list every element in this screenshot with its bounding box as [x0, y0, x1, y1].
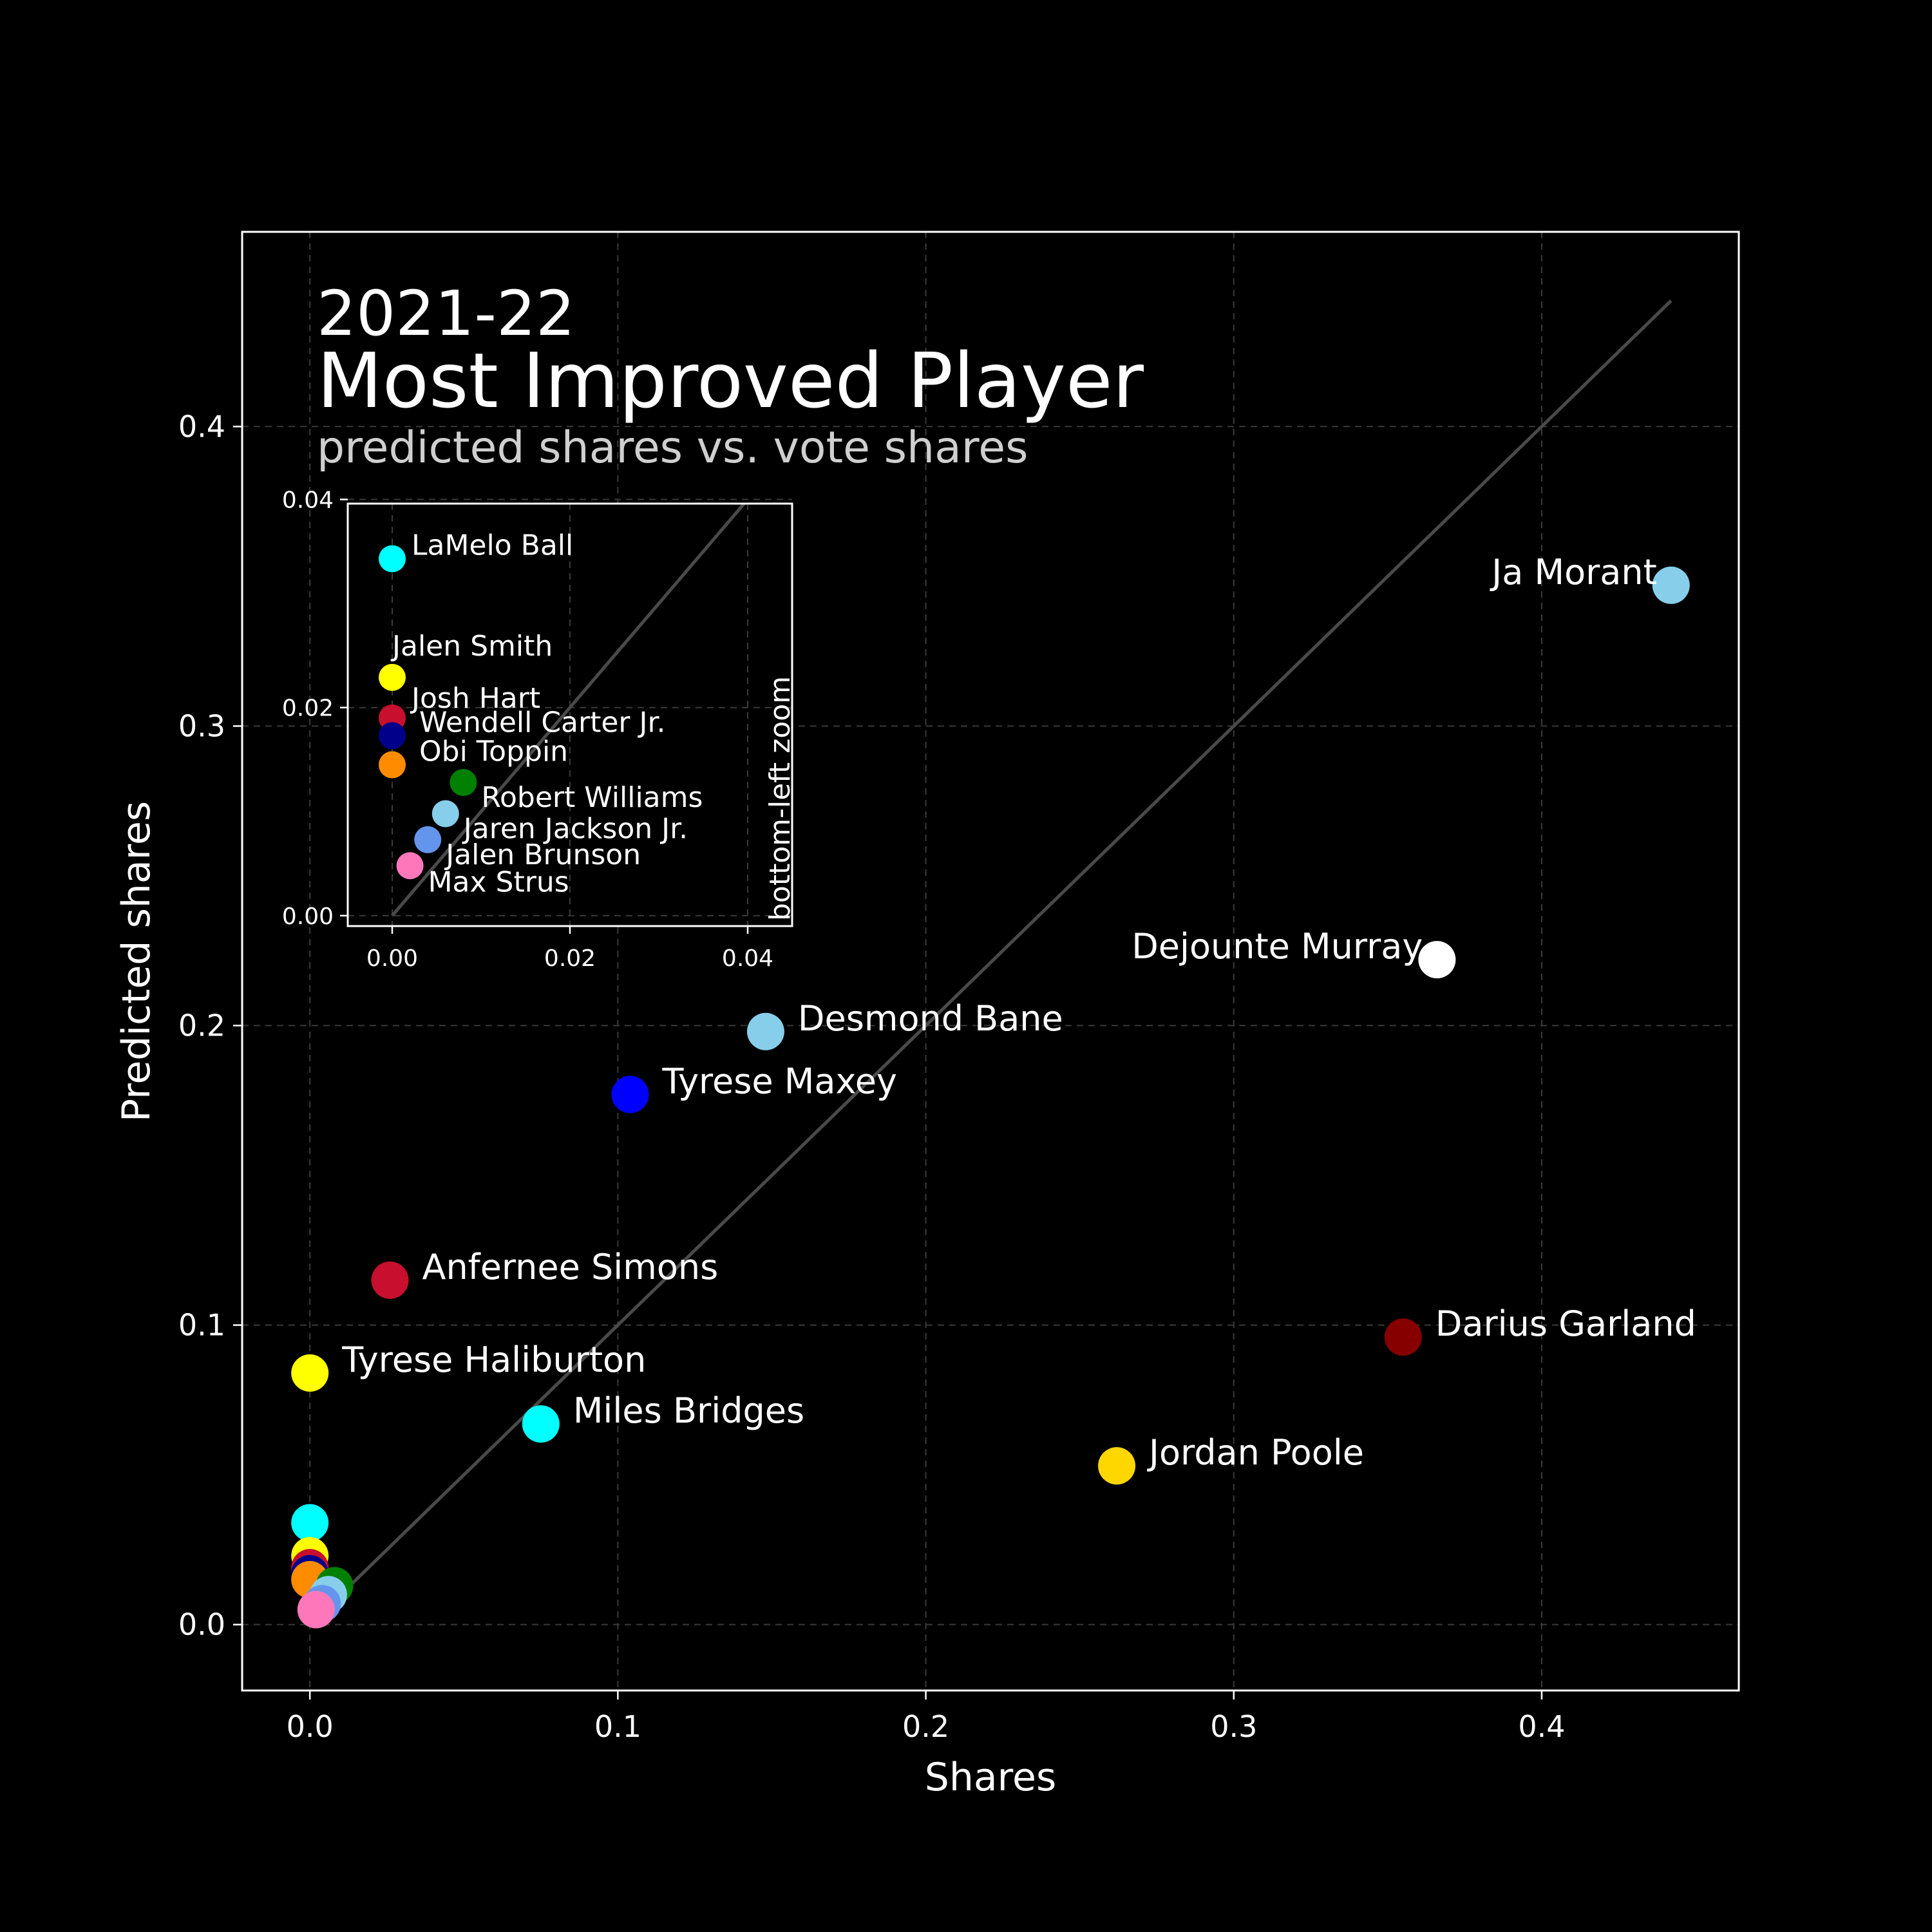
y-tick-label: 0.3	[178, 708, 225, 743]
point-desmond-bane	[746, 1012, 784, 1050]
y-tick-label: 0.1	[178, 1308, 225, 1343]
point-label-tyrese-haliburton: Tyrese Haliburton	[341, 1340, 646, 1380]
inset-point-label-max-strus: Max Strus	[428, 866, 569, 898]
inset-frame	[346, 502, 793, 927]
point-darius-garland	[1384, 1318, 1422, 1356]
inset-x-tick-label: 0.00	[366, 945, 418, 972]
plot-frame	[241, 231, 1740, 1692]
point-anfernee-simons	[371, 1261, 409, 1299]
x-tick-label: 0.4	[1518, 1709, 1565, 1744]
inset-x-tick-label: 0.02	[544, 945, 596, 972]
point-max-strus	[297, 1591, 335, 1629]
inset-point-jalen-smith	[379, 663, 406, 691]
title-year: 2021-22	[317, 278, 575, 350]
title-main: Most Improved Player	[317, 336, 1144, 425]
inset-point-label-robert-williams: Robert Williams	[481, 781, 703, 814]
inset-point-obi-toppin	[379, 751, 406, 779]
inset-point-label-obi-toppin: Obi Toppin	[419, 735, 568, 768]
x-tick-label: 0.0	[287, 1709, 334, 1744]
x-tick-label: 0.1	[594, 1709, 641, 1744]
inset-point-wendell-carter-jr	[379, 722, 406, 750]
inset-point-label-wendell-carter-jr: Wendell Carter Jr.	[419, 706, 666, 739]
point-tyrese-haliburton	[291, 1354, 329, 1392]
point-miles-bridges	[522, 1405, 560, 1443]
point-lamelo-ball	[291, 1504, 329, 1542]
inset-point-jaren-jackson-jr	[431, 800, 459, 828]
inset-reference-line	[391, 502, 746, 917]
x-tick-label: 0.2	[902, 1709, 949, 1744]
point-label-darius-garland: Darius Garland	[1435, 1303, 1696, 1344]
inset-zoom-plot: 0.00 0.02 0.04 0.00 0.02 0.04 LaMelo Ball Jalen…	[282, 488, 797, 972]
inset-point-label-jaren-jackson-jr: Jaren Jackson Jr.	[462, 812, 688, 845]
inset-point-label-jalen-smith: Jalen Smith	[390, 630, 553, 663]
x-axis-label: Shares	[925, 1755, 1056, 1800]
inset-y-tick-label: 0.02	[282, 696, 334, 722]
point-jordan-poole	[1098, 1447, 1136, 1485]
point-label-miles-bridges: Miles Bridges	[573, 1390, 804, 1431]
point-label-tyrese-maxey: Tyrese Maxey	[662, 1061, 897, 1101]
point-label-jordan-poole: Jordan Poole	[1147, 1432, 1364, 1473]
point-tyrese-maxey	[611, 1075, 649, 1113]
inset-y-tick-label: 0.04	[282, 488, 334, 514]
inset-x-tick-label: 0.04	[722, 945, 773, 972]
y-tick-label: 0.4	[178, 409, 225, 444]
main-plot: 0.0 0.1 0.2 0.3 0.4 0.0 0.1 0.2 0.3 0.4 Ja Morant D…	[178, 231, 1740, 1744]
inset-point-lamelo-ball	[379, 545, 406, 573]
inset-point-label-lamelo-ball: LaMelo Ball	[412, 529, 573, 562]
point-label-desmond-bane: Desmond Bane	[798, 998, 1063, 1039]
inset-point-max-strus	[396, 852, 424, 880]
chart-subtitle: predicted shares vs. vote shares	[317, 422, 1028, 473]
title-block: 2021-22 Most Improved Player predicted s…	[317, 278, 1144, 473]
point-dejounte-murray	[1418, 941, 1456, 979]
point-label-dejounte-murray: Dejounte Murray	[1132, 926, 1423, 967]
reference-line	[308, 299, 1672, 1626]
inset-point-label-josh-hart: Josh Hart	[410, 682, 540, 715]
x-tick-label: 0.3	[1210, 1709, 1257, 1744]
y-tick-label: 0.0	[178, 1607, 225, 1642]
y-axis-label: Predicted shares	[114, 801, 159, 1122]
inset-point-jalen-brunson	[414, 826, 442, 853]
point-label-ja-morant: Ja Morant	[1490, 552, 1657, 592]
point-ja-morant	[1652, 566, 1690, 604]
y-tick-label: 0.2	[178, 1008, 225, 1043]
inset-point-robert-williams	[450, 769, 477, 797]
inset-y-tick-label: 0.00	[282, 904, 334, 930]
point-label-anfernee-simons: Anfernee Simons	[422, 1247, 719, 1287]
inset-point-label-jalen-brunson: Jalen Brunson	[444, 838, 641, 871]
